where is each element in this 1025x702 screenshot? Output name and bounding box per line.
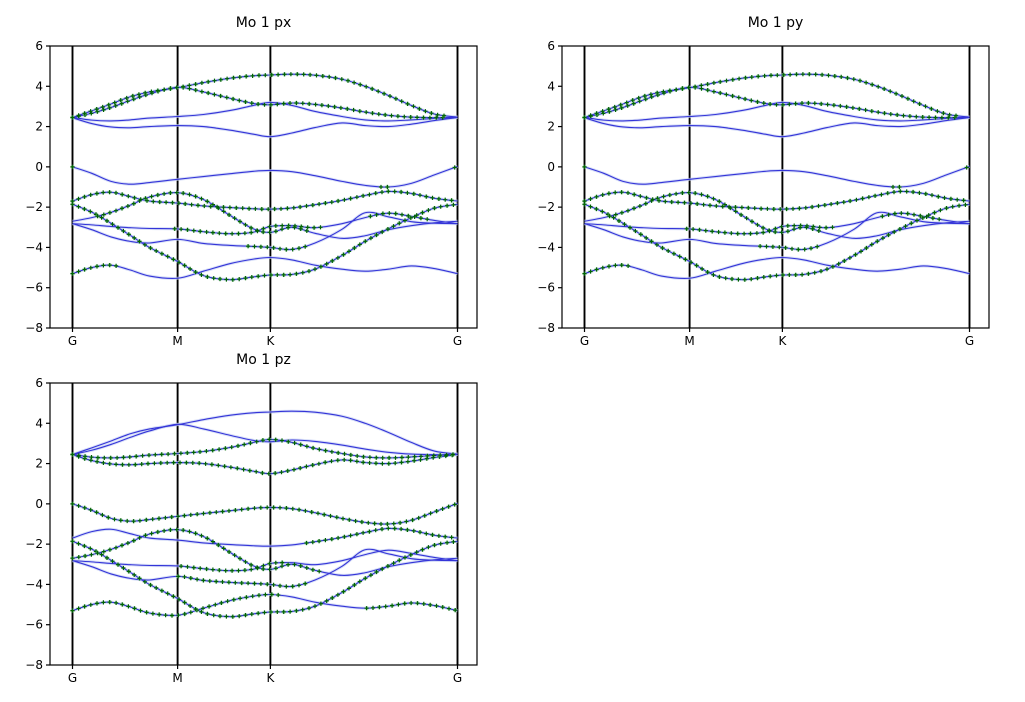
weight-markers-V4	[176, 574, 308, 589]
band-curve-C3	[72, 423, 458, 456]
weight-markers-V6	[582, 263, 631, 276]
y-tick-label: −2	[537, 200, 555, 214]
weight-markers-V7	[684, 211, 942, 236]
weight-markers-V2	[582, 189, 966, 212]
subplot-title-py: Mo 1 py	[747, 15, 804, 31]
orbital-weight-markers	[70, 71, 457, 282]
band-curve-V6	[584, 256, 970, 279]
weight-markers-V1	[70, 501, 457, 527]
y-tick-label: −4	[25, 577, 43, 591]
weight-markers-V3	[607, 190, 821, 235]
weight-markers-V7	[172, 211, 430, 236]
x-tick-label: G	[68, 334, 77, 348]
band-curve-V1	[72, 165, 458, 188]
band-lines	[72, 410, 458, 618]
weight-markers-V7	[179, 560, 285, 573]
y-tick-label: 4	[547, 79, 555, 93]
y-tick-label: −8	[537, 321, 555, 335]
y-tick-label: −6	[25, 618, 43, 632]
weight-markers-V2	[304, 526, 454, 546]
weight-markers-V4	[246, 244, 308, 252]
x-tick-label: M	[172, 334, 182, 348]
band-curve-C2	[584, 101, 970, 122]
subplot-axes-2: −8 −6 −4 −2 0 2 4 6 G M K G	[25, 376, 478, 685]
x-tick-label: M	[684, 334, 694, 348]
y-tick-label: 6	[547, 39, 555, 53]
y-tick-label: −8	[25, 321, 43, 335]
axes-box	[49, 382, 478, 666]
weight-markers-V6	[70, 263, 119, 276]
weight-markers-C2	[70, 437, 456, 460]
axes-box	[49, 45, 478, 329]
weight-markers-V6	[70, 592, 458, 618]
weight-markers-V5	[70, 539, 456, 619]
y-tick-label: 0	[547, 160, 555, 174]
weight-markers-V1	[582, 164, 969, 190]
x-tick-label: K	[778, 334, 787, 348]
band-curve-C2	[72, 101, 458, 122]
subplot-axes-1: −8 −6 −4 −2 0 2 4 6 G M K G	[537, 39, 990, 348]
x-tick-label: G	[453, 671, 462, 685]
y-tick-label: 2	[547, 120, 555, 134]
weight-markers-V3	[70, 527, 322, 574]
y-tick-label: 0	[35, 497, 43, 511]
band-curve-V1	[584, 165, 970, 188]
orbital-weight-markers	[582, 71, 969, 282]
x-tick-label: K	[266, 671, 275, 685]
y-tick-label: −6	[537, 281, 555, 295]
y-tick-label: 4	[35, 416, 43, 430]
weight-markers-V3	[95, 190, 309, 235]
x-tick-label: M	[172, 671, 182, 685]
y-tick-label: −2	[25, 537, 43, 551]
weight-marker-halo-V6	[582, 262, 624, 276]
weight-markers-V5	[582, 202, 968, 282]
y-tick-label: 6	[35, 39, 43, 53]
weight-markers-C4	[582, 72, 959, 120]
y-tick-label: 6	[35, 376, 43, 390]
x-tick-label: K	[266, 334, 275, 348]
orbital-weight-markers	[70, 437, 458, 619]
axes-box	[561, 45, 990, 329]
weight-markers-V1	[70, 164, 457, 190]
y-tick-label: −6	[25, 281, 43, 295]
x-tick-label: G	[453, 334, 462, 348]
subplot-title-px: Mo 1 px	[235, 15, 292, 31]
y-tick-label: −2	[25, 200, 43, 214]
subplot-title-pz: Mo 1 pz	[236, 352, 291, 368]
band-curve-C1	[584, 116, 970, 138]
y-tick-label: 4	[35, 79, 43, 93]
subplot-axes-0: −8 −6 −4 −2 0 2 4 6 G M K G	[25, 39, 478, 348]
x-tick-label: G	[68, 671, 77, 685]
y-tick-label: 2	[35, 120, 43, 134]
band-halo-C4	[72, 409, 458, 456]
y-tick-label: 0	[35, 160, 43, 174]
weight-markers-C4	[70, 72, 447, 120]
weight-marker-halo-V1	[582, 164, 902, 190]
weight-markers-V4	[758, 244, 820, 252]
y-tick-label: −4	[25, 240, 43, 254]
weight-marker-halo-V6	[70, 262, 112, 276]
y-tick-label: −4	[537, 240, 555, 254]
band-curve-C4	[72, 410, 458, 456]
band-curve-C1	[72, 116, 458, 138]
band-halo-C4	[72, 72, 458, 119]
y-tick-label: −8	[25, 658, 43, 672]
band-curve-V6	[72, 256, 458, 279]
x-tick-label: G	[965, 334, 974, 348]
x-tick-label: G	[580, 334, 589, 348]
weight-markers-V2	[70, 189, 454, 212]
weight-markers-V5	[70, 202, 456, 282]
y-tick-label: 2	[35, 457, 43, 471]
weight-marker-halo-V1	[70, 164, 390, 190]
band-halo-C4	[584, 72, 970, 119]
